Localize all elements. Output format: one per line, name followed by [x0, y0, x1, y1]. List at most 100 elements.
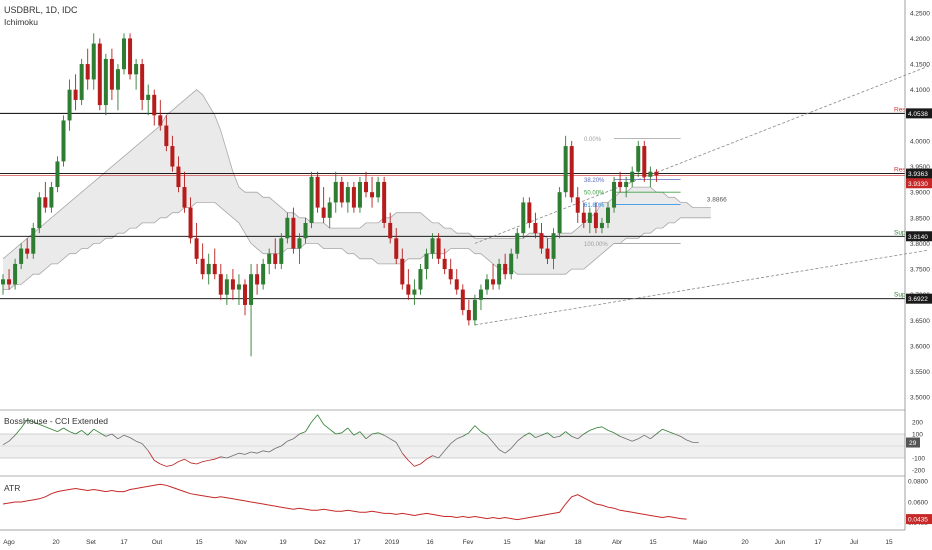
candle-body — [654, 171, 659, 176]
price-tick-label: 3.8000 — [910, 241, 930, 248]
candle-body — [466, 310, 471, 321]
time-tick-label: 16 — [426, 539, 434, 546]
candle-body — [606, 207, 610, 223]
cci-segment — [619, 436, 627, 440]
candle-body — [351, 187, 356, 208]
candle-body — [448, 269, 453, 280]
time-tick-label: Jun — [775, 539, 786, 546]
candle-body — [170, 146, 175, 167]
time-tick-label: Set — [86, 539, 96, 546]
cci-segment — [202, 460, 209, 462]
candle-body — [636, 146, 641, 172]
cci-segment — [226, 455, 234, 459]
candle-body — [364, 181, 368, 193]
atr-last-badge — [906, 514, 932, 525]
candle-body — [327, 202, 332, 218]
cloud-lower-edge — [3, 202, 711, 290]
candle-body — [376, 181, 381, 198]
cci-segment — [420, 458, 427, 465]
candle-body — [454, 279, 459, 290]
cci-last-text: 29 — [909, 440, 917, 447]
cci-segment — [123, 434, 131, 438]
cci-segment — [383, 434, 391, 440]
candle-body — [382, 181, 387, 223]
price-tick-label: 3.9000 — [910, 190, 930, 197]
candle-body — [412, 289, 417, 295]
ichimoku-label: Ichimoku — [4, 17, 38, 27]
candle-body — [140, 64, 145, 100]
fib-label-0: 0.00% — [584, 137, 602, 143]
cci-segment — [456, 436, 463, 440]
cci-segment — [214, 456, 221, 460]
time-tick-label: Abr — [612, 539, 623, 546]
cci-segment — [577, 433, 585, 440]
candle-body — [509, 253, 514, 275]
cci-segment — [650, 433, 657, 440]
candle-body — [218, 274, 223, 295]
time-tick-label: 15 — [195, 539, 203, 546]
cci-segment — [208, 458, 215, 461]
cci-segment — [559, 431, 566, 437]
price-tick-label: 3.6500 — [910, 318, 930, 325]
candle-body — [618, 181, 623, 188]
cci-segment — [353, 431, 361, 436]
cci-segment — [535, 434, 542, 438]
cci-segment — [184, 458, 191, 464]
candle-body — [230, 279, 235, 290]
candle-body — [249, 274, 254, 305]
candle-body — [31, 228, 36, 254]
channel-lower-line — [474, 249, 929, 326]
atr-last-text: 0.0435 — [908, 517, 928, 524]
cci-segment — [474, 425, 482, 432]
cci-segment — [275, 445, 282, 449]
fib-label-4: 100.00% — [584, 242, 608, 248]
candle-body — [630, 171, 635, 182]
ichimoku-cloud — [3, 89, 711, 290]
cci-segment — [244, 451, 252, 455]
candle-body — [485, 279, 489, 290]
cci-pane[interactable] — [0, 409, 905, 467]
level-badge-2 — [906, 231, 932, 242]
time-tick-label: 18 — [574, 539, 582, 546]
time-tick-label: Mar — [534, 539, 546, 546]
cci-segment — [87, 428, 95, 436]
candle-body — [581, 212, 586, 223]
cci-segment — [81, 430, 88, 436]
candle-body — [13, 263, 18, 285]
candle-body — [400, 258, 405, 285]
candle-body — [339, 181, 344, 203]
candle-body — [436, 238, 441, 259]
cci-segment — [238, 452, 246, 455]
cci-segment — [263, 450, 270, 453]
cci-segment — [2, 440, 10, 446]
cci-segment — [268, 448, 276, 453]
cci-segment — [166, 464, 173, 467]
cci-segment — [20, 419, 28, 429]
main-price-pane[interactable]: Res Res Sup Sup 0.00% 38.20% 50.00% 61.80% 100.0… — [0, 33, 929, 357]
cci-segment — [359, 431, 367, 440]
price-tick-label: 4.2500 — [910, 10, 930, 17]
candle-body — [55, 161, 60, 188]
cci-segment — [589, 427, 597, 431]
cci-segment — [335, 432, 342, 435]
candle-body — [370, 192, 375, 198]
cci-segment — [414, 463, 421, 467]
time-tick-label: 19 — [279, 539, 287, 546]
cci-segment — [547, 432, 554, 438]
cci-segment — [27, 419, 34, 423]
time-tick-label: Jul — [850, 539, 859, 546]
channel-upper-line — [474, 65, 929, 244]
price-tick-label: 3.5500 — [910, 369, 930, 376]
candle-body — [43, 197, 48, 208]
cci-segment — [111, 433, 119, 440]
cci-segment — [281, 440, 288, 447]
atr-pane[interactable] — [0, 475, 905, 521]
cci-segment — [190, 462, 197, 465]
fib-label-1: 38.20% — [584, 178, 605, 184]
candle-body — [115, 69, 120, 90]
cci-tick-label: -200 — [912, 468, 925, 475]
time-tick-label: 17 — [814, 539, 822, 546]
cci-segment — [256, 450, 264, 454]
candle-body — [146, 94, 151, 100]
candle-body — [309, 176, 314, 223]
